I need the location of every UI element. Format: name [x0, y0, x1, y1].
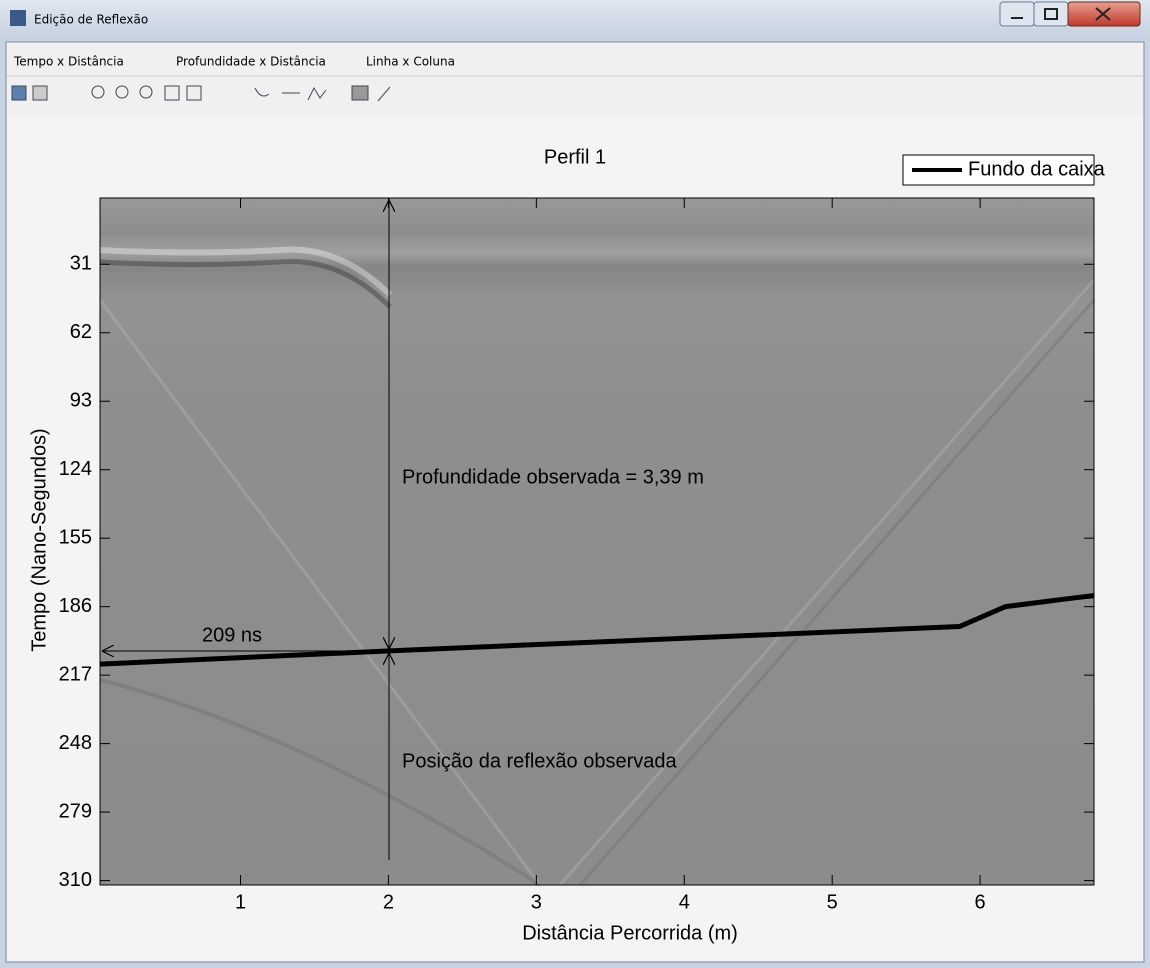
- chart-title: Perfil 1: [544, 146, 606, 168]
- x-tick-label: 2: [383, 891, 394, 913]
- radargram: [100, 198, 1094, 885]
- y-tick-label: 62: [70, 321, 92, 343]
- tool-save[interactable]: [12, 86, 26, 100]
- y-tick-label: 31: [70, 253, 92, 275]
- window: Edição de Reflexão Tempo x Distância Pro…: [0, 0, 1150, 968]
- tool-datacursor[interactable]: [165, 86, 179, 100]
- x-tick-label: 6: [975, 891, 986, 913]
- tool-pan[interactable]: [140, 86, 152, 98]
- minimize-button[interactable]: [1000, 2, 1034, 26]
- annotation: Posição da reflexão observada: [402, 750, 677, 772]
- legend-label: Fundo da caixa: [968, 158, 1106, 180]
- y-axis-label: Tempo (Nano-Segundos): [28, 428, 50, 651]
- x-tick-label: 1: [235, 891, 246, 913]
- y-tick-label: 93: [70, 390, 92, 412]
- tool-print[interactable]: [33, 86, 47, 100]
- y-tick-label: 248: [59, 732, 92, 754]
- y-tick-label: 124: [59, 458, 92, 480]
- x-tick-label: 5: [827, 891, 838, 913]
- x-tick-label: 3: [531, 891, 542, 913]
- menu-item[interactable]: Linha x Coluna: [366, 55, 455, 69]
- y-tick-label: 310: [59, 869, 92, 891]
- menu-item[interactable]: Profundidade x Distância: [176, 55, 326, 69]
- x-tick-label: 4: [679, 891, 690, 913]
- window-title: Edição de Reflexão: [34, 13, 148, 27]
- x-axis-label: Distância Percorrida (m): [522, 922, 738, 944]
- title-bar: [0, 0, 1150, 40]
- y-tick-label: 217: [59, 663, 92, 685]
- y-tick-label: 155: [59, 526, 92, 548]
- maximize-button[interactable]: [1034, 2, 1068, 26]
- tool-image[interactable]: [352, 86, 368, 100]
- annotation: 209 ns: [202, 624, 262, 646]
- annotation: Profundidade observada = 3,39 m: [402, 466, 704, 488]
- tool-legend[interactable]: [187, 86, 201, 100]
- y-tick-label: 279: [59, 800, 92, 822]
- menu-item[interactable]: Tempo x Distância: [13, 55, 124, 69]
- app-icon: [10, 10, 26, 26]
- y-tick-label: 186: [59, 595, 92, 617]
